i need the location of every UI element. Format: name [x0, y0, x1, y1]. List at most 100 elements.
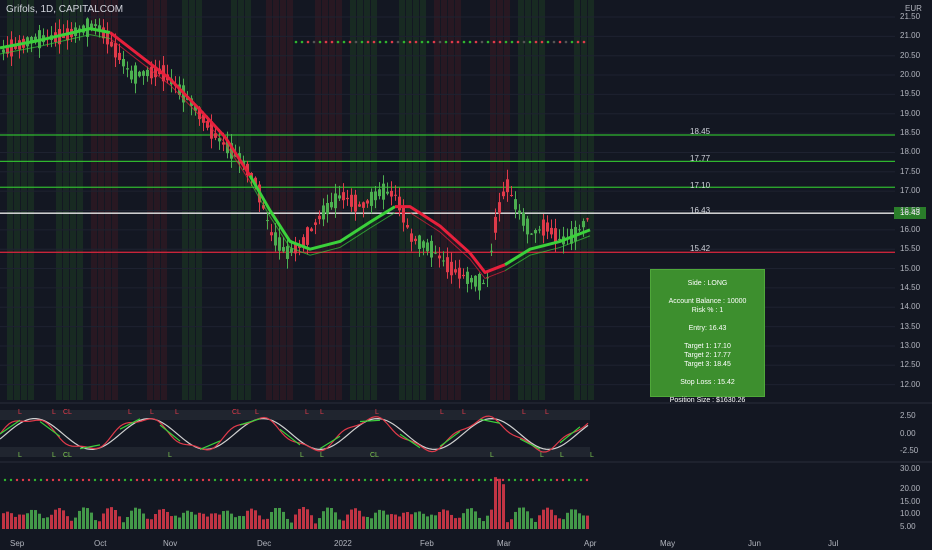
candle-body: [306, 227, 309, 245]
candle-body: [354, 194, 357, 212]
volume-bar: [138, 508, 141, 529]
signal-stripe: [147, 0, 153, 400]
candle-body: [282, 247, 285, 252]
volume-bar: [586, 515, 589, 529]
signal-dot: [309, 478, 313, 482]
panel-entry: Entry: 16.43: [688, 325, 727, 332]
osc-green-segment: [559, 426, 581, 444]
volume-bar: [530, 518, 533, 529]
candle-body: [342, 192, 345, 201]
volume-bar: [518, 507, 521, 529]
signal-dot: [510, 40, 514, 44]
signal-dot: [474, 40, 478, 44]
candle-body: [398, 196, 401, 211]
signal-dot: [480, 40, 484, 44]
signal-stripe: [196, 0, 202, 400]
signal-dot: [306, 40, 310, 44]
candle-body: [6, 45, 9, 54]
osc-green-segment: [439, 430, 461, 447]
signal-dot: [471, 478, 475, 482]
candle-body: [462, 274, 465, 277]
candle-body: [278, 237, 281, 251]
volume-tick-label: 15.00: [900, 497, 921, 506]
signal-dot: [561, 478, 565, 482]
osc-bottom-label: L: [320, 452, 324, 459]
time-tick-label: Jun: [748, 539, 761, 548]
volume-pane: [2, 477, 589, 529]
chart-title[interactable]: Grifols, 1D, CAPITALCOM: [6, 4, 124, 15]
volume-tick-label: 20.00: [900, 484, 921, 493]
candle-body: [378, 189, 381, 197]
osc-bottom-label: L: [300, 452, 304, 459]
signal-stripe: [490, 0, 496, 400]
candle-body: [334, 193, 337, 209]
signal-dot: [93, 478, 97, 482]
trend-band-line: [504, 228, 591, 266]
candle-body: [122, 58, 125, 67]
volume-bar: [346, 514, 349, 529]
volume-bar: [302, 507, 305, 529]
osc-green-segment: [279, 428, 301, 446]
signal-dot: [201, 478, 205, 482]
volume-bar: [86, 508, 89, 529]
candle-body: [218, 138, 221, 142]
osc-top-label: L: [305, 409, 309, 416]
signal-dot: [453, 478, 457, 482]
volume-bar: [442, 509, 445, 529]
signal-dot: [405, 478, 409, 482]
candle-body: [410, 233, 413, 242]
signal-dot: [423, 478, 427, 482]
candle-body: [446, 257, 449, 273]
signal-stripe: [91, 0, 97, 400]
candle-body: [338, 195, 341, 199]
panel-risk: Risk % : 1: [691, 307, 724, 314]
signal-dot: [462, 40, 466, 44]
signal-dot: [354, 40, 358, 44]
signal-stripe: [574, 0, 580, 400]
candle-body: [390, 190, 393, 197]
price-tick-label: 12.00: [900, 379, 921, 389]
volume-bar: [62, 510, 65, 529]
volume-bar: [162, 508, 165, 529]
osc-top-label: L: [52, 409, 56, 416]
signal-stripe: [98, 0, 104, 400]
signal-dot: [324, 40, 328, 44]
candle-body: [498, 202, 501, 214]
price-tick-label: 19.50: [900, 89, 921, 99]
signal-stripe: [70, 0, 76, 400]
volume-bar: [570, 509, 573, 529]
volume-bar: [578, 513, 581, 529]
price-tick-label: 14.50: [900, 282, 921, 292]
signal-background-stripes: [7, 0, 594, 400]
signal-dot: [402, 40, 406, 44]
signal-dot: [219, 478, 223, 482]
volume-bar: [466, 508, 469, 529]
osc-top-label: L: [128, 409, 132, 416]
osc-top-label: L: [320, 409, 324, 416]
candle-body: [98, 25, 101, 32]
time-tick-label: Dec: [257, 539, 272, 548]
volume-bar: [226, 510, 229, 529]
signal-dot: [537, 478, 541, 482]
signal-dots: [3, 40, 589, 482]
volume-bar: [262, 519, 265, 529]
signal-stripe: [238, 0, 244, 400]
volume-bar: [354, 508, 357, 529]
signal-dot: [543, 478, 547, 482]
candle-body: [554, 228, 557, 243]
trend-band-line: [109, 31, 252, 177]
osc-green-segment: [239, 418, 261, 426]
candle-body: [470, 277, 473, 283]
volume-bar: [134, 507, 137, 529]
volume-tick-label: 30.00: [900, 464, 921, 473]
price-tick-label: 15.50: [900, 244, 921, 254]
osc-green-segment: [79, 444, 101, 450]
signal-dot: [390, 40, 394, 44]
signal-stripe: [105, 0, 111, 400]
osc-bottom-label: L: [560, 452, 564, 459]
panel-target2: Target 2: 17.77: [684, 352, 731, 359]
candle-body: [150, 66, 153, 79]
volume-bar: [234, 517, 237, 529]
trend-band-edge: [249, 181, 396, 256]
